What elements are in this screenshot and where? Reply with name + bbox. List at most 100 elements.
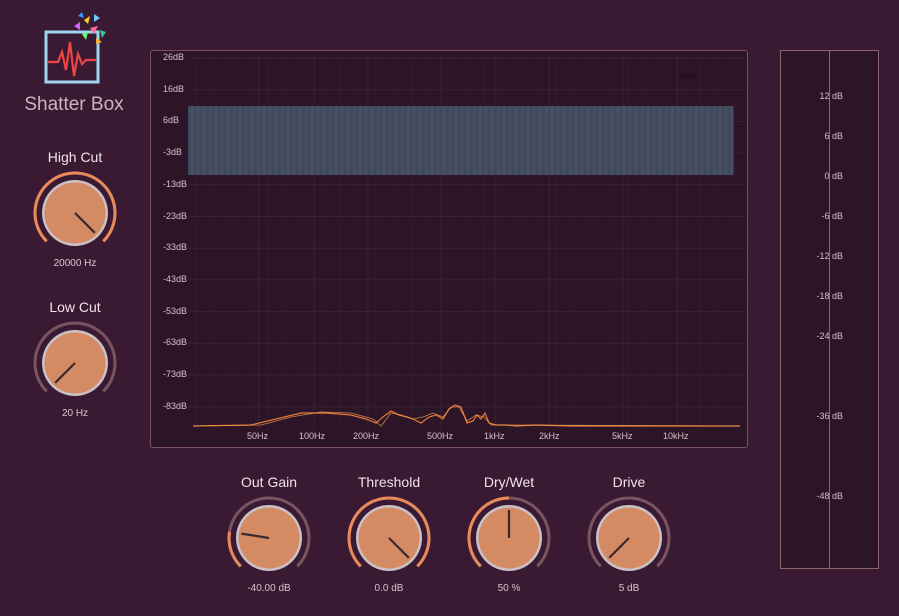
spectrum-y-label: -63dB: [163, 337, 188, 348]
knob-track: [33, 321, 117, 393]
threshold-band-stripe: [683, 106, 686, 175]
threshold-band-stripe: [293, 106, 296, 175]
spectrum-y-label: -43dB: [163, 273, 188, 284]
knob-level-arc: [467, 496, 510, 568]
threshold-band-stripe: [635, 106, 638, 175]
threshold-band-stripe: [287, 106, 290, 175]
threshold-band-stripe: [677, 106, 680, 175]
threshold-knob[interactable]: [345, 494, 433, 582]
spectrum-x-label: 5kHz: [612, 431, 633, 441]
threshold-band-stripe: [707, 106, 710, 175]
shatter-box-logo: [44, 12, 106, 84]
out-gain-value: -40.00 dB: [247, 583, 291, 594]
threshold-band-stripe: [455, 106, 458, 175]
threshold-band-stripe: [509, 106, 512, 175]
threshold-band-stripe: [701, 106, 704, 175]
threshold-band-stripe: [191, 106, 194, 175]
out-gain-label: Out Gain: [240, 474, 298, 490]
threshold-band-stripe: [263, 106, 266, 175]
threshold-band-stripe: [467, 106, 470, 175]
threshold-band-stripe: [479, 106, 482, 175]
low-cut-value: 20 Hz: [61, 408, 89, 419]
threshold-band-stripe: [383, 106, 386, 175]
threshold-label: Threshold: [357, 474, 421, 490]
spectrum-analyzer[interactable]: 26dB 16dB 6dB -3dB -13dB -23dB -33dB -43dB -53dB…: [150, 50, 748, 448]
spectrum-graph: [188, 55, 745, 429]
threshold-band-stripe: [353, 106, 356, 175]
threshold-band-stripe: [251, 106, 254, 175]
meter-db-label: -6 dB: [821, 211, 843, 221]
threshold-band-stripe: [275, 106, 278, 175]
threshold-band-stripe: [305, 106, 308, 175]
threshold-band-stripe: [395, 106, 398, 175]
high-cut-knob[interactable]: [31, 169, 119, 257]
threshold-band-stripe: [341, 106, 344, 175]
meter-divider: [829, 51, 830, 568]
threshold-band-stripe: [209, 106, 212, 175]
threshold-band-stripe: [485, 106, 488, 175]
threshold-band-stripe: [587, 106, 590, 175]
threshold-band-stripe: [611, 106, 614, 175]
threshold-band-stripe: [515, 106, 518, 175]
knob-pointer: [54, 362, 76, 384]
threshold-band-stripe: [437, 106, 440, 175]
threshold-band-stripe: [227, 106, 230, 175]
threshold-band-stripe: [557, 106, 560, 175]
threshold-band-stripe: [425, 106, 428, 175]
threshold-band-stripe: [347, 106, 350, 175]
spectrum-y-label: -73dB: [163, 369, 188, 379]
spectrum-y-label: 26dB: [163, 52, 185, 62]
threshold-band-stripe: [281, 106, 284, 175]
dry-wet-label: Dry/Wet: [483, 474, 535, 490]
threshold-band-stripe: [203, 106, 206, 175]
threshold-band-stripe: [359, 106, 362, 175]
knob-track: [587, 496, 671, 568]
app-title: Shatter Box: [24, 94, 124, 115]
spectrum-x-label: 100Hz: [299, 431, 326, 441]
spectrum-y-label: -13dB: [163, 178, 188, 189]
threshold-band-stripe: [581, 106, 584, 175]
threshold-band: [188, 106, 734, 175]
threshold-band-stripe: [473, 106, 476, 175]
out-gain-knob[interactable]: [225, 494, 313, 582]
dry-wet-knob[interactable]: [465, 494, 553, 582]
spectrum-y-label: -23dB: [163, 210, 188, 221]
threshold-band-stripe: [659, 106, 662, 175]
spectrum-x-label: 10kHz: [663, 431, 689, 441]
threshold-band-stripe: [401, 106, 404, 175]
threshold-band-stripe: [257, 106, 260, 175]
threshold-band-stripe: [563, 106, 566, 175]
threshold-band-stripe: [221, 106, 224, 175]
threshold-band-stripe: [605, 106, 608, 175]
threshold-band-stripe: [419, 106, 422, 175]
threshold-band-stripe: [689, 106, 692, 175]
threshold-band-stripe: [335, 106, 338, 175]
meter-db-label: -36 dB: [816, 411, 843, 421]
knob-pointer: [74, 212, 96, 234]
threshold-band-stripe: [713, 106, 716, 175]
spectrum-x-label: 50Hz: [247, 431, 269, 441]
knob-level-arc: [347, 496, 431, 568]
threshold-band-stripe: [539, 106, 542, 175]
threshold-band-stripe: [647, 106, 650, 175]
threshold-band-stripe: [299, 106, 302, 175]
threshold-band-stripe: [503, 106, 506, 175]
high-cut-label: High Cut: [47, 149, 103, 165]
knob-level-arc: [227, 531, 242, 568]
meter-db-label: -24 dB: [816, 331, 843, 341]
low-cut-knob[interactable]: [31, 319, 119, 407]
spectrum-x-label: 500Hz: [427, 431, 454, 441]
spectrum-y-label: 16dB: [163, 83, 185, 94]
threshold-value: 0.0 dB: [374, 583, 404, 594]
high-cut-value: 20000 Hz: [53, 258, 97, 269]
threshold-band-stripe: [599, 106, 602, 175]
spectrum-x-label: 1kHz: [484, 431, 505, 441]
threshold-band-stripe: [377, 106, 380, 175]
level-meter: 12 dB 6 dB 0 dB -6 dB -12 dB -18 dB -24 dB -36 …: [780, 50, 879, 569]
threshold-band-stripe: [317, 106, 320, 175]
threshold-band-stripe: [719, 106, 722, 175]
dry-wet-value: 50 %: [497, 583, 521, 594]
drive-knob[interactable]: [585, 494, 673, 582]
threshold-band-stripe: [629, 106, 632, 175]
spectrum-x-label: 200Hz: [353, 431, 380, 441]
